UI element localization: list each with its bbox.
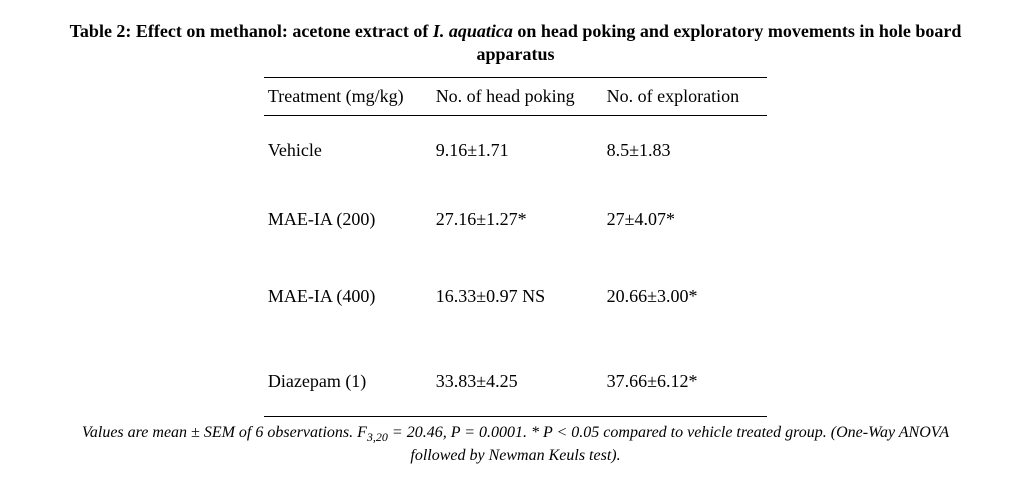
table-row: MAE-IA (400) 16.33±0.97 NS 20.66±3.00* — [264, 254, 767, 347]
data-table: Treatment (mg/kg) No. of head poking No.… — [264, 77, 767, 417]
cell-head-poking: 16.33±0.97 NS — [432, 254, 603, 347]
caption-prefix: Table 2: Effect on methanol: acetone ext… — [70, 21, 433, 41]
col-header-head-poking: No. of head poking — [432, 77, 603, 115]
caption-italic-species: I. aquatica — [433, 21, 513, 41]
col-header-treatment: Treatment (mg/kg) — [264, 77, 432, 115]
footnote-part1: Values are mean ± SEM of 6 observations.… — [82, 424, 367, 441]
caption-suffix: on head poking and exploratory movements… — [476, 21, 961, 64]
cell-exploration: 8.5±1.83 — [603, 115, 767, 185]
cell-head-poking: 33.83±4.25 — [432, 347, 603, 417]
cell-treatment: Diazepam (1) — [264, 347, 432, 417]
col-header-exploration: No. of exploration — [603, 77, 767, 115]
table-row: Vehicle 9.16±1.71 8.5±1.83 — [264, 115, 767, 185]
table-row: Diazepam (1) 33.83±4.25 37.66±6.12* — [264, 347, 767, 417]
cell-exploration: 20.66±3.00* — [603, 254, 767, 347]
cell-head-poking: 27.16±1.27* — [432, 185, 603, 254]
table-header-row: Treatment (mg/kg) No. of head poking No.… — [264, 77, 767, 115]
footnote-subscript: 3,20 — [367, 430, 388, 444]
cell-exploration: 27±4.07* — [603, 185, 767, 254]
cell-treatment: MAE-IA (400) — [264, 254, 432, 347]
cell-exploration: 37.66±6.12* — [603, 347, 767, 417]
table-row: MAE-IA (200) 27.16±1.27* 27±4.07* — [264, 185, 767, 254]
cell-head-poking: 9.16±1.71 — [432, 115, 603, 185]
footnote-part2: = 20.46, P = 0.0001. * P < 0.05 compared… — [388, 424, 949, 464]
cell-treatment: MAE-IA (200) — [264, 185, 432, 254]
table-footnote: Values are mean ± SEM of 6 observations.… — [60, 423, 971, 467]
table-caption: Table 2: Effect on methanol: acetone ext… — [60, 20, 971, 67]
cell-treatment: Vehicle — [264, 115, 432, 185]
